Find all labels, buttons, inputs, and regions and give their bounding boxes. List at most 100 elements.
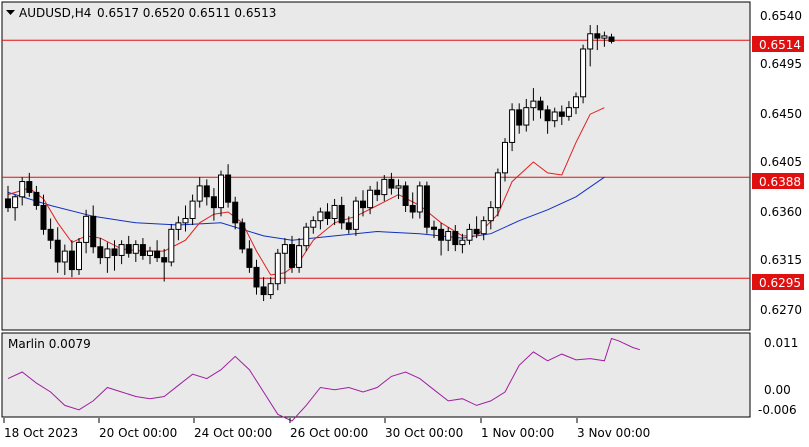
candle	[289, 235, 295, 273]
candle-body	[33, 191, 40, 206]
candle	[402, 181, 409, 212]
candle-body	[289, 244, 295, 268]
candle	[431, 220, 437, 239]
candle	[68, 240, 75, 278]
time-tick: 18 Oct 2023	[4, 426, 78, 440]
time-tick: 26 Oct 00:00	[290, 426, 368, 440]
candle-body	[267, 283, 274, 296]
price-tick: 0.6540	[760, 9, 802, 23]
candle	[445, 227, 452, 252]
candle-body	[402, 185, 409, 206]
candle-body	[466, 228, 473, 241]
candle	[551, 107, 558, 128]
candle	[338, 196, 345, 230]
candle	[267, 277, 274, 299]
candle	[580, 44, 587, 104]
time-tick: 1 Nov 00:00	[481, 426, 554, 440]
candle	[118, 240, 125, 265]
candle	[516, 103, 523, 134]
candle-body	[317, 211, 324, 222]
candle-body	[324, 211, 331, 219]
candle-body	[154, 250, 161, 259]
candle-body	[182, 218, 189, 224]
candle	[61, 244, 68, 276]
candle	[331, 198, 338, 226]
candle-body	[601, 35, 608, 39]
candle	[558, 105, 565, 126]
ohlc-values: 0.6517 0.6520 0.6511 0.6513	[97, 6, 276, 20]
candle-body	[239, 222, 246, 250]
price-axis: 0.6540 0.6495 0.6450 0.6405 0.6360 0.631…	[760, 9, 802, 317]
candle-body	[26, 181, 33, 193]
candle-body	[225, 174, 232, 203]
candle	[608, 33, 615, 44]
candle-body	[360, 200, 366, 209]
candle	[374, 181, 381, 202]
level-tag-text: 0.6295	[759, 276, 801, 290]
candle	[125, 235, 132, 258]
chart-header: AUDUSD,H4 0.6517 0.6520 0.6511 0.6513	[6, 6, 276, 20]
candle-body	[431, 226, 437, 230]
candle	[324, 203, 331, 226]
candle-body	[438, 228, 445, 241]
candle	[104, 242, 111, 273]
candle	[367, 185, 374, 215]
candle-body	[104, 248, 111, 259]
candle-body	[189, 200, 196, 219]
candle	[90, 205, 97, 254]
candle-body	[203, 185, 210, 198]
candle	[381, 175, 388, 202]
candle-body	[352, 200, 359, 230]
candle	[196, 177, 203, 208]
candle	[573, 92, 579, 115]
candle	[388, 172, 395, 195]
candle-body	[594, 33, 601, 39]
candle	[147, 246, 153, 265]
level-tag: 0.6514	[752, 36, 804, 52]
candle-body	[338, 204, 345, 224]
dropdown-triangle-icon[interactable]	[6, 10, 15, 15]
indicator-tick: 0.00	[764, 383, 791, 397]
candle-body	[118, 244, 125, 256]
candle	[452, 225, 459, 252]
candle-body	[487, 207, 494, 222]
price-tick: 0.6450	[760, 107, 802, 121]
candle	[509, 103, 516, 152]
candle	[54, 227, 61, 273]
candle	[438, 222, 445, 256]
candle-body	[61, 250, 68, 263]
candle	[182, 205, 189, 232]
candle-body	[573, 96, 579, 109]
candle-body	[210, 196, 217, 209]
candle	[345, 216, 352, 234]
candle-body	[459, 239, 466, 246]
candle	[19, 177, 26, 206]
candle-body	[480, 220, 487, 235]
candle	[494, 168, 501, 217]
candle-body	[168, 228, 175, 263]
candle	[161, 248, 168, 282]
price-tick: 0.6270	[760, 303, 802, 317]
candle-body	[551, 111, 558, 122]
price-tick: 0.6405	[760, 155, 802, 169]
time-tick: 3 Nov 00:00	[577, 426, 650, 440]
candle-body	[68, 250, 75, 271]
candle	[168, 223, 175, 267]
candle-body	[253, 266, 260, 288]
indicator-panel	[1, 332, 751, 418]
candle-body	[5, 198, 11, 209]
candle-body	[537, 100, 544, 111]
candle-body	[374, 189, 381, 196]
candle-body	[445, 231, 452, 241]
candle	[480, 216, 487, 241]
time-axis: 18 Oct 2023 20 Oct 00:00 24 Oct 00:00 26…	[4, 426, 650, 440]
candle-body	[452, 231, 459, 246]
candle	[487, 201, 494, 230]
candle-body	[558, 111, 565, 117]
candle-body	[12, 196, 19, 209]
candle	[232, 196, 239, 230]
candle	[530, 88, 537, 121]
candle	[296, 238, 303, 273]
